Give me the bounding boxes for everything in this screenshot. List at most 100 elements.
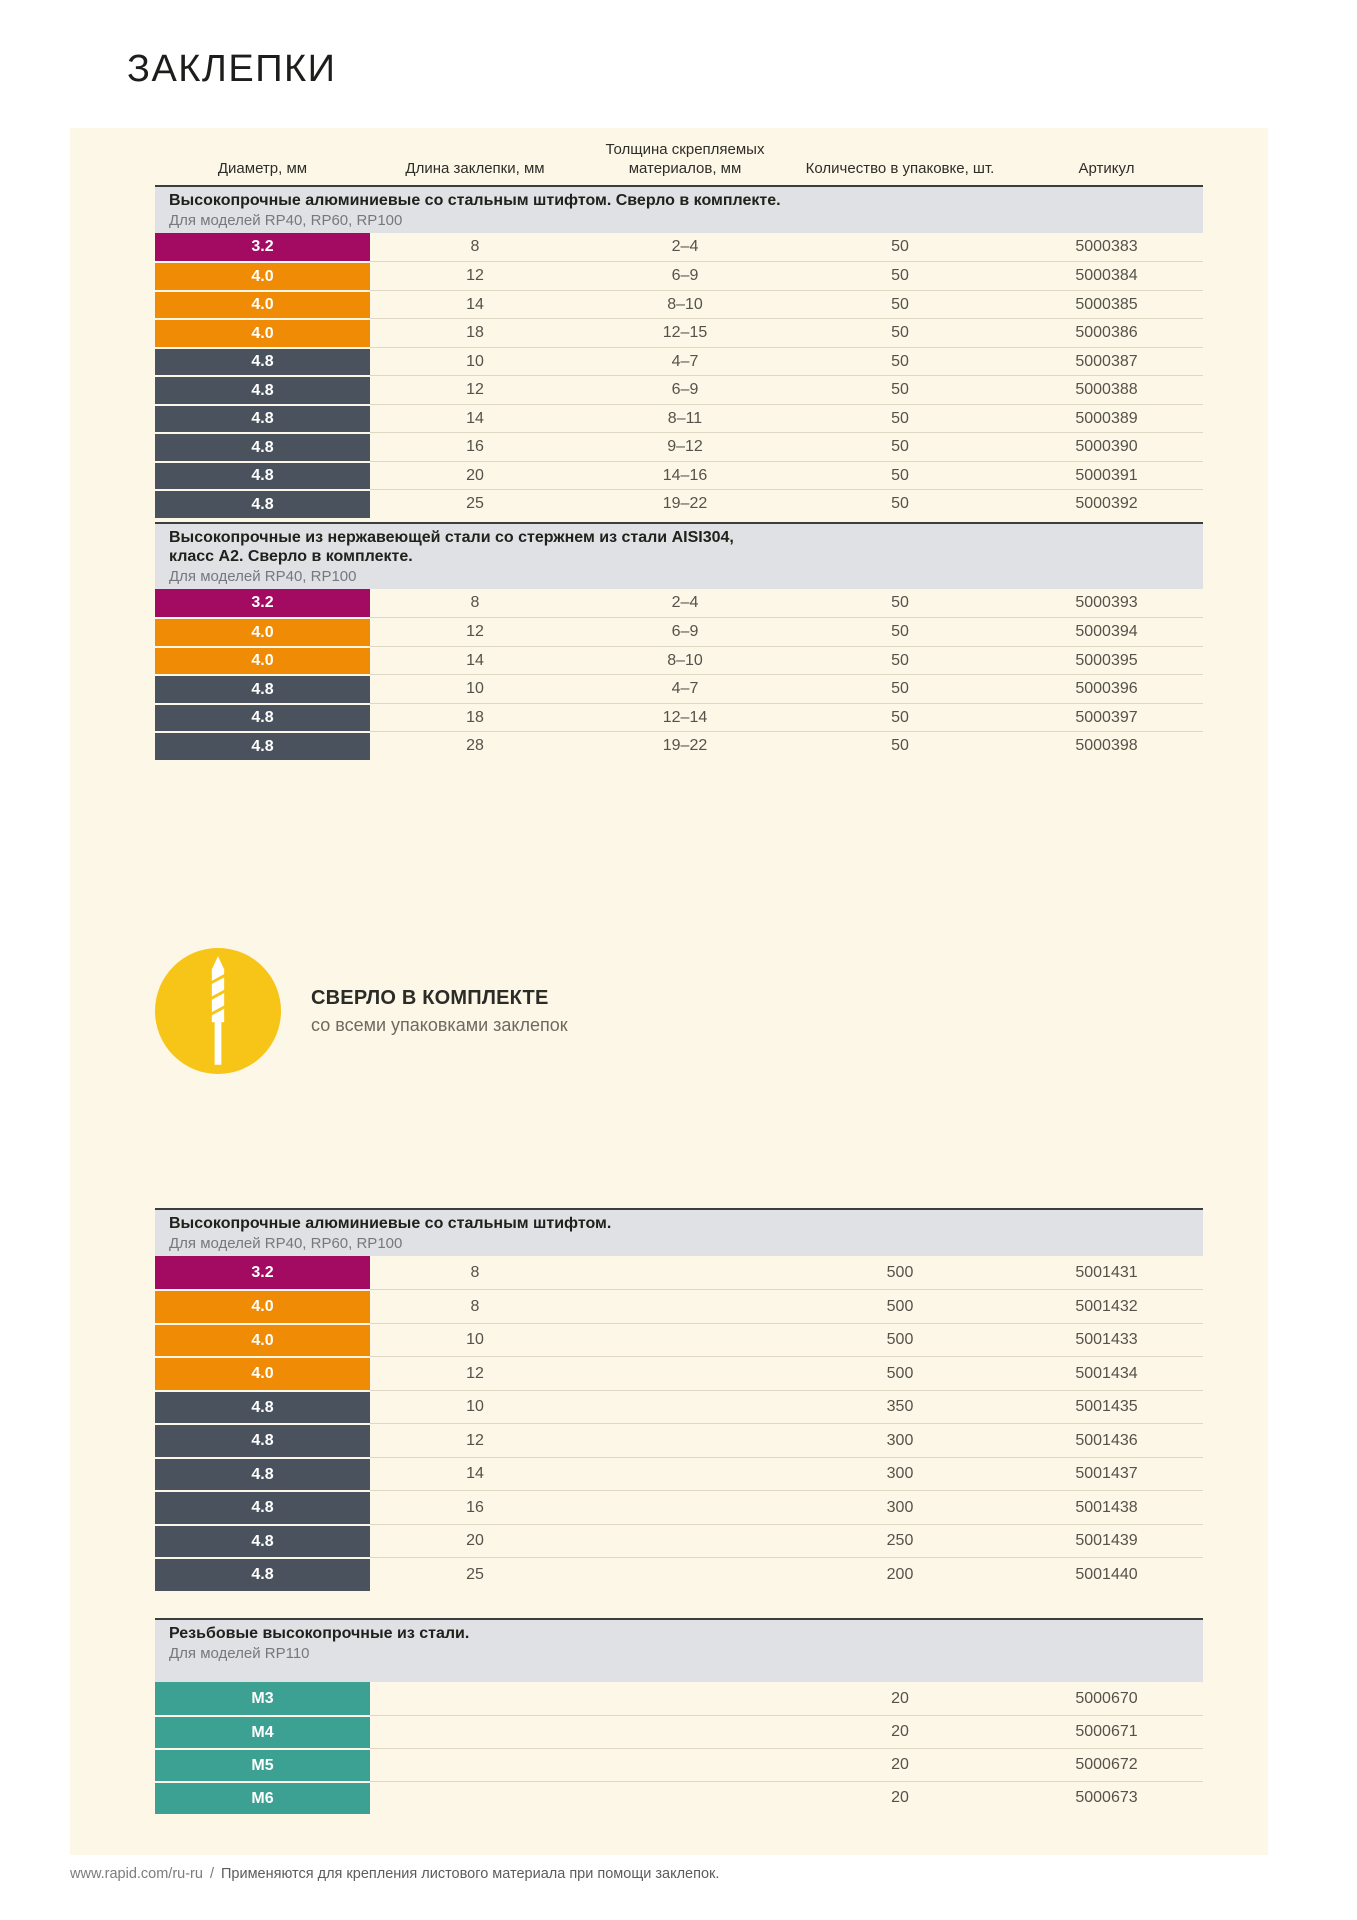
column-header-row: Диаметр, мм Длина заклепки, мм Толщина с… xyxy=(155,128,1203,185)
diameter-cell: 4.8 xyxy=(155,460,370,490)
length-cell: 8 xyxy=(370,1289,580,1323)
table-row: 4.0 18 12–15 50 5000386 xyxy=(155,318,1203,347)
thickness-cell xyxy=(580,1423,790,1457)
sku-cell: 5000389 xyxy=(1010,403,1203,433)
quantity-cell: 500 xyxy=(790,1356,1010,1390)
table-row: 4.8 12 6–9 50 5000388 xyxy=(155,375,1203,404)
thickness-cell xyxy=(580,1781,790,1814)
length-cell: 18 xyxy=(370,702,580,732)
thickness-cell: 6–9 xyxy=(580,375,790,404)
sku-cell: 5001435 xyxy=(1010,1389,1203,1424)
thickness-cell xyxy=(580,1682,790,1715)
table-row: M4 20 5000671 xyxy=(155,1715,1203,1748)
length-cell: 10 xyxy=(370,1389,580,1424)
table-body: 3.2 8 500 5001431 4.0 8 500 5001432 4.0 10 500 5001… xyxy=(155,1255,1203,1591)
length-cell xyxy=(370,1682,580,1715)
drill-included-badge: СВЕРЛО В КОМПЛЕКТЕ со всеми упаковками з… xyxy=(155,948,568,1074)
table-row: 4.8 10 350 5001435 xyxy=(155,1389,1203,1424)
table-row: 3.2 8 2–4 50 5000393 xyxy=(155,588,1203,618)
diameter-cell: 4.8 xyxy=(155,674,370,703)
length-cell: 14 xyxy=(370,1456,580,1491)
table-row: 3.2 8 500 5001431 xyxy=(155,1255,1203,1290)
quantity-cell: 50 xyxy=(790,460,1010,490)
diameter-cell: M6 xyxy=(155,1781,370,1814)
diameter-cell: M3 xyxy=(155,1682,370,1715)
sku-cell: 5000671 xyxy=(1010,1715,1203,1748)
quantity-cell: 50 xyxy=(891,594,909,611)
quantity-cell: 50 xyxy=(790,432,1010,461)
length-cell: 10 xyxy=(370,674,580,703)
sku-cell: 5000384 xyxy=(1010,261,1203,290)
table-row: 4.8 16 9–12 50 5000390 xyxy=(155,432,1203,461)
length-cell: 12 xyxy=(370,617,580,646)
sku-cell: 5001438 xyxy=(1010,1490,1203,1524)
section-stainless-with-drill: Высокопрочные из нержавеющей стали со ст… xyxy=(155,522,1203,760)
diameter-cell: 4.0 xyxy=(155,645,370,675)
length-cell: 20 xyxy=(370,460,580,490)
quantity-cell: 50 xyxy=(790,674,1010,703)
table-row: 4.8 12 300 5001436 xyxy=(155,1423,1203,1457)
thickness-cell xyxy=(580,1289,790,1323)
table-row: M5 20 5000672 xyxy=(155,1748,1203,1781)
length-cell xyxy=(370,1715,580,1748)
thickness-cell xyxy=(580,1389,790,1424)
sku-cell: 5000387 xyxy=(1010,346,1203,376)
sku-cell: 5001436 xyxy=(1010,1423,1203,1457)
quantity-cell: 200 xyxy=(790,1557,1010,1591)
sku-cell: 5001433 xyxy=(1010,1322,1203,1357)
sku-cell: 5000391 xyxy=(1010,460,1203,490)
quantity-cell: 500 xyxy=(886,1263,914,1281)
diameter-cell: 4.8 xyxy=(155,1423,370,1457)
table-row: 4.0 8 500 5001432 xyxy=(155,1289,1203,1323)
thickness-cell: 2–4 xyxy=(671,594,699,611)
diameter-cell: M4 xyxy=(155,1715,370,1748)
diameter-cell: 4.8 xyxy=(155,731,370,760)
callout-subtitle: со всеми упаковками заклепок xyxy=(311,1014,568,1035)
section-header: Высокопрочные алюминиевые со стальным шт… xyxy=(155,1210,1203,1256)
section-title: Высокопрочные алюминиевые со стальным шт… xyxy=(169,1215,612,1232)
sku-cell: 5001440 xyxy=(1010,1557,1203,1591)
quantity-cell: 250 xyxy=(790,1523,1010,1558)
diameter-cell: 4.0 xyxy=(155,318,370,347)
diameter-cell: 4.0 xyxy=(155,261,370,290)
diameter-cell: 4.0 xyxy=(155,1289,370,1323)
sku-cell: 5000392 xyxy=(1010,489,1203,518)
thickness-cell xyxy=(580,1356,790,1390)
length-cell: 12 xyxy=(370,1423,580,1457)
table-row: 4.8 14 8–11 50 5000389 xyxy=(155,403,1203,433)
quantity-cell: 300 xyxy=(790,1423,1010,1457)
sku-cell: 5000393 xyxy=(1075,594,1138,611)
length-cell: 12 xyxy=(370,375,580,404)
length-cell: 14 xyxy=(370,645,580,675)
sku-cell: 5000398 xyxy=(1010,731,1203,760)
section-aluminum-with-drill: Высокопрочные алюминиевые со стальным шт… xyxy=(155,185,1203,518)
thickness-cell: 6–9 xyxy=(580,617,790,646)
table-row: 3.2 8 2–4 50 5000383 xyxy=(155,232,1203,262)
quantity-cell: 50 xyxy=(790,403,1010,433)
length-cell: 8 xyxy=(470,594,480,611)
length-cell: 8 xyxy=(470,1263,480,1281)
footer-separator: / xyxy=(209,1866,214,1882)
thickness-cell: 14–16 xyxy=(580,460,790,490)
table-row: 4.8 14 300 5001437 xyxy=(155,1456,1203,1491)
section-subtitle: Для моделей RP40, RP100 xyxy=(169,567,357,585)
diameter-cell: 4.0 xyxy=(155,289,370,319)
page-title: ЗАКЛЕПКИ xyxy=(127,48,337,90)
callout-text: СВЕРЛО В КОМПЛЕКТЕ со всеми упаковками з… xyxy=(311,987,568,1036)
column-header-sku: Артикул xyxy=(1078,159,1135,177)
sku-cell: 5001434 xyxy=(1010,1356,1203,1390)
footer-url[interactable]: www.rapid.com/ru-ru xyxy=(70,1866,203,1882)
table-row: 4.0 12 6–9 50 5000394 xyxy=(155,617,1203,646)
diameter-cell: 3.2 xyxy=(155,588,370,618)
diameter-cell: 4.8 xyxy=(155,403,370,433)
sku-cell: 5000672 xyxy=(1010,1748,1203,1781)
table-row: 4.0 14 8–10 50 5000395 xyxy=(155,645,1203,675)
table-row: 4.0 12 6–9 50 5000384 xyxy=(155,261,1203,290)
sku-cell: 5001431 xyxy=(1075,1263,1138,1281)
thickness-cell xyxy=(580,1456,790,1491)
length-cell: 12 xyxy=(370,1356,580,1390)
section-title: Высокопрочные из нержавеющей стали со ст… xyxy=(169,529,734,565)
quantity-cell: 500 xyxy=(790,1289,1010,1323)
sku-cell: 5001439 xyxy=(1010,1523,1203,1558)
